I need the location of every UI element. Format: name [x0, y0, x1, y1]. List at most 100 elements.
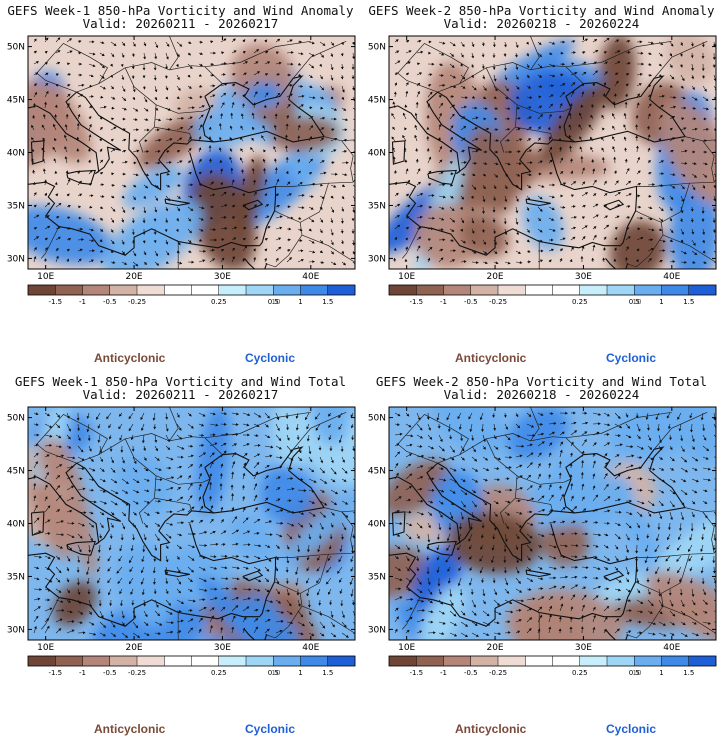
colorbar-tick-label: 1: [659, 669, 663, 677]
coastline: [202, 96, 214, 143]
longitude-label: 30E: [575, 643, 592, 653]
wind-vector: [352, 118, 355, 120]
wind-vector: [352, 489, 355, 491]
colorbar-scale-label: 10: [272, 669, 281, 677]
country-border: [402, 226, 421, 259]
coastline: [563, 96, 575, 143]
latitude-label: 30N: [7, 254, 25, 264]
cyclonic-label: Cyclonic: [606, 351, 657, 365]
colorbar-swatch: [579, 285, 608, 295]
colorbar-swatch: [246, 656, 274, 666]
panel-valid-dates: Valid: 20260218 - 20260224: [443, 16, 640, 31]
longitude-label: 30E: [214, 272, 231, 282]
colorbar-swatch: [327, 285, 356, 295]
country-border: [154, 497, 192, 511]
colorbar-scale-label: 10: [272, 298, 281, 306]
colorbar-swatch: [273, 656, 301, 666]
wind-vector: [352, 610, 355, 616]
panel-title: GEFS Week-2 850-hPa Vorticity and Wind T…: [375, 374, 708, 389]
vorticity-contour-region: [491, 39, 576, 90]
longitude-label: 10E: [37, 272, 54, 282]
country-border: [685, 507, 716, 513]
latitude-label: 50N: [368, 414, 386, 424]
colorbar-tick-label: -1.5: [48, 669, 62, 677]
colorbar-swatch: [218, 656, 247, 666]
colorbar-swatch: [634, 285, 662, 295]
colorbar-scale-label: 10: [633, 669, 642, 677]
colorbar-tick-label: 0.25: [572, 669, 588, 677]
wind-vector: [713, 445, 716, 448]
latitude-label: 45N: [368, 467, 386, 477]
colorbar-tick-label: -0.5: [103, 669, 117, 677]
colorbar-tick-label: -1.5: [409, 669, 423, 677]
vorticity-contour-region: [275, 591, 309, 625]
country-border: [397, 42, 469, 93]
vorticity-contour-region: [196, 407, 231, 515]
country-border: [301, 605, 355, 634]
latitude-label: 35N: [7, 572, 25, 582]
country-border: [292, 40, 347, 79]
vorticity-contour-region: [53, 581, 97, 627]
colorbar-tick-label: -1.5: [48, 298, 62, 306]
country-border: [124, 438, 157, 524]
country-border: [437, 433, 584, 464]
colorbar-tick-label: -1: [440, 298, 447, 306]
vorticity-wind-map: 50N 45N 40N 35N 30N 10E 20E 30E 40E -1.5 -1 -0.5 -0.…: [7, 406, 356, 677]
coastline: [189, 152, 277, 247]
colorbar-tick-label: 1.5: [683, 669, 694, 677]
coastline: [437, 462, 553, 562]
vorticity-contour-region: [539, 81, 608, 166]
wind-vector: [352, 500, 355, 503]
vorticity-contour-region: [61, 450, 97, 578]
vorticity-contour-region: [271, 407, 307, 475]
latitude-label: 35N: [7, 201, 25, 211]
colorbar-swatch: [498, 656, 526, 666]
panel-title: GEFS Week-1 850-hPa Vorticity and Wind A…: [7, 3, 354, 18]
colorbar-tick-label: 1: [298, 669, 302, 677]
country-border: [515, 126, 553, 140]
vorticity-contour-region: [389, 547, 428, 598]
anticyclonic-label: Anticyclonic: [455, 351, 527, 365]
vorticity-contour-region: [418, 583, 466, 640]
wind-vector: [352, 184, 355, 188]
anticyclonic-label: Anticyclonic: [455, 722, 527, 736]
country-border: [76, 433, 223, 464]
wind-vector: [713, 162, 716, 164]
colorbar-swatch: [164, 656, 192, 666]
colorbar-tick-label: -0.5: [103, 298, 117, 306]
colorbar-tick-label: 0.5: [268, 298, 279, 306]
country-border: [685, 136, 716, 142]
colorbar-tick-label: -1: [440, 669, 447, 677]
wind-vector: [352, 522, 355, 526]
coastline: [76, 91, 192, 191]
vorticity-wind-map: 50N 45N 40N 35N 30N 10E 20E 30E 40E -1.5 -1 -0.5 -0.…: [368, 406, 717, 677]
vorticity-contour-region: [553, 455, 596, 504]
country-border: [155, 475, 211, 485]
country-border: [36, 42, 108, 93]
colorbar-swatch: [470, 285, 499, 295]
colorbar-swatch: [273, 285, 301, 295]
country-border: [626, 593, 664, 639]
country-border: [515, 497, 553, 511]
longitude-label: 20E: [125, 272, 142, 282]
coastline: [30, 511, 45, 536]
panel-title: GEFS Week-2 850-hPa Vorticity and Wind A…: [368, 3, 715, 18]
longitude-label: 10E: [37, 643, 54, 653]
vorticity-contour-region: [506, 589, 624, 640]
country-border: [702, 511, 715, 554]
wind-vector: [352, 195, 355, 201]
longitude-label: 10E: [398, 643, 415, 653]
colorbar-tick-label: -1.5: [409, 298, 423, 306]
country-border: [265, 593, 303, 639]
wind-vector: [352, 456, 355, 461]
colorbar-swatch: [300, 656, 329, 666]
country-border: [341, 140, 354, 183]
vorticity-contour-region: [286, 153, 317, 189]
country-border: [155, 104, 211, 114]
coastline: [202, 467, 214, 514]
wind-vector: [713, 250, 716, 254]
coastline: [427, 169, 457, 185]
wind-vector: [352, 632, 355, 635]
panel-week1-anomaly: GEFS Week-1 850-hPa Vorticity and Wind A…: [0, 0, 361, 371]
colorbar-tick-label: 0.25: [572, 298, 588, 306]
